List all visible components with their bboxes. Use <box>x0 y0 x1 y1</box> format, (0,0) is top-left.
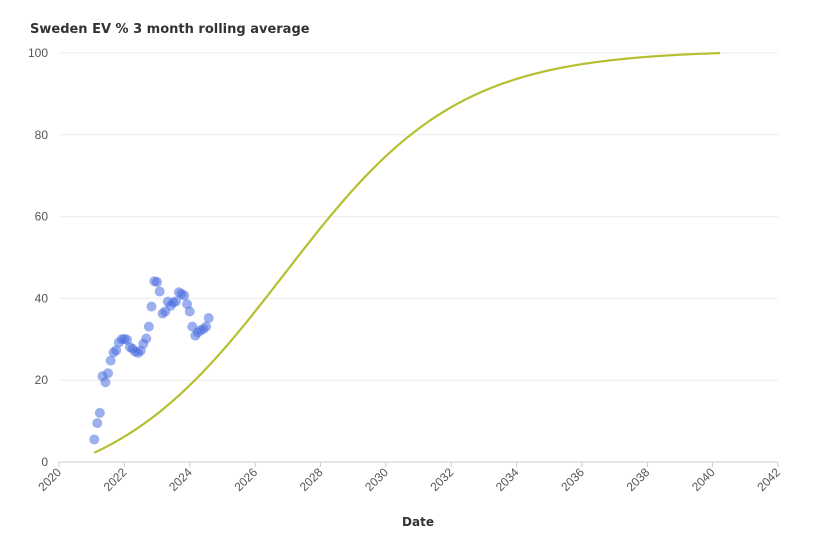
x-tick-label: 2040 <box>689 465 718 494</box>
x-tick-label: 2030 <box>362 465 391 494</box>
trend-line-group <box>93 51 721 454</box>
chart-title: Sweden EV % 3 month rolling average <box>30 22 310 37</box>
data-point <box>89 434 100 445</box>
y-tick-label: 80 <box>35 128 49 142</box>
y-tick-label: 40 <box>35 291 49 305</box>
data-point <box>103 368 114 379</box>
x-tick-label: 2022 <box>101 465 130 494</box>
data-point <box>171 296 182 307</box>
y-tick-label: 20 <box>35 373 49 387</box>
data-point <box>201 321 212 332</box>
y-tick-label: 0 <box>41 455 48 469</box>
data-point <box>94 407 105 418</box>
data-point <box>154 286 165 297</box>
data-point <box>100 377 111 388</box>
data-points <box>89 276 214 445</box>
axes <box>58 461 779 467</box>
y-tick-label: 60 <box>35 210 49 224</box>
data-point <box>92 418 103 429</box>
x-tick-label: 2038 <box>624 465 653 494</box>
data-point <box>143 321 154 332</box>
x-tick-label: 2026 <box>231 465 260 494</box>
x-axis-title: Date <box>402 515 434 529</box>
y-tick-label: 100 <box>28 46 48 60</box>
data-point <box>184 306 195 317</box>
data-point <box>111 345 122 356</box>
x-tick-label: 2034 <box>493 465 522 494</box>
x-tick-label: 2024 <box>166 465 195 494</box>
data-point <box>146 301 157 312</box>
grid-lines <box>59 52 778 381</box>
x-tick-label: 2028 <box>297 465 326 494</box>
data-point <box>179 290 190 301</box>
data-point <box>105 355 116 366</box>
x-tick-label: 2020 <box>35 465 64 494</box>
x-tick-label: 2032 <box>428 465 457 494</box>
trend-line <box>93 51 721 454</box>
x-tick-label: 2036 <box>558 465 587 494</box>
data-point <box>203 313 214 324</box>
data-point <box>152 277 163 288</box>
x-tick-label: 2042 <box>754 465 783 494</box>
data-point <box>141 333 152 344</box>
